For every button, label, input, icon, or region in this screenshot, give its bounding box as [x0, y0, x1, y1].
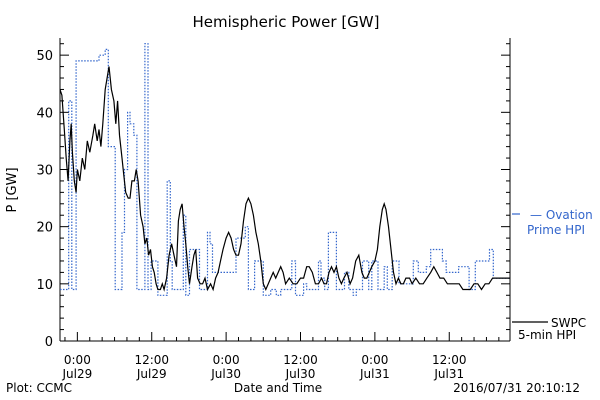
x-tick-label-date: Jul31 — [359, 367, 390, 381]
x-axis-label: Date and Time — [234, 381, 322, 395]
y-tick-label: 30 — [36, 163, 53, 178]
series-line-ovation-prime — [60, 43, 510, 296]
chart-title: Hemispheric Power [GW] — [193, 13, 380, 31]
legend-swpc: SWPC 5-min HPI — [512, 316, 586, 342]
y-tick-label: 10 — [36, 278, 53, 293]
series-line-swpc — [59, 66, 510, 292]
x-tick-label-time: 0:00 — [64, 353, 91, 367]
x-tick-label-date: Jul31 — [433, 367, 464, 381]
x-tick-label-time: 12:00 — [283, 353, 318, 367]
legend-ovation: — Ovation Prime HPI — [512, 208, 593, 237]
x-axis: 0:00Jul2912:00Jul290:00Jul3012:00Jul300:… — [61, 332, 500, 381]
y-tick-label: 50 — [36, 49, 53, 64]
legend-swpc-line1: SWPC — [551, 316, 586, 330]
x-tick-label-date: Jul30 — [210, 367, 241, 381]
footer-timestamp: 2016/07/31 20:10:12 — [453, 381, 580, 395]
x-tick-label-time: 0:00 — [213, 353, 240, 367]
legend-ovation-line1: — Ovation — [530, 208, 593, 222]
x-tick-label-date: Jul29 — [136, 367, 167, 381]
legend-swpc-line2: 5-min HPI — [518, 328, 576, 342]
x-tick-label-time: 12:00 — [432, 353, 467, 367]
y-tick-label: 0 — [45, 335, 53, 350]
y-axis: 0 10 20 30 40 50 — [36, 43, 510, 350]
y-tick-label: 20 — [36, 221, 53, 236]
x-tick-label-time: 0:00 — [361, 353, 388, 367]
plot-frame — [59, 38, 511, 342]
x-tick-label-time: 12:00 — [134, 353, 169, 367]
legend-ovation-line2: Prime HPI — [527, 223, 585, 237]
x-tick-label-date: Jul29 — [61, 367, 92, 381]
x-tick-label-date: Jul30 — [285, 367, 316, 381]
footer-plot-credit: Plot: CCMC — [6, 381, 72, 395]
y-tick-label: 40 — [36, 106, 53, 121]
y-axis-label: P [GW] — [5, 167, 20, 212]
